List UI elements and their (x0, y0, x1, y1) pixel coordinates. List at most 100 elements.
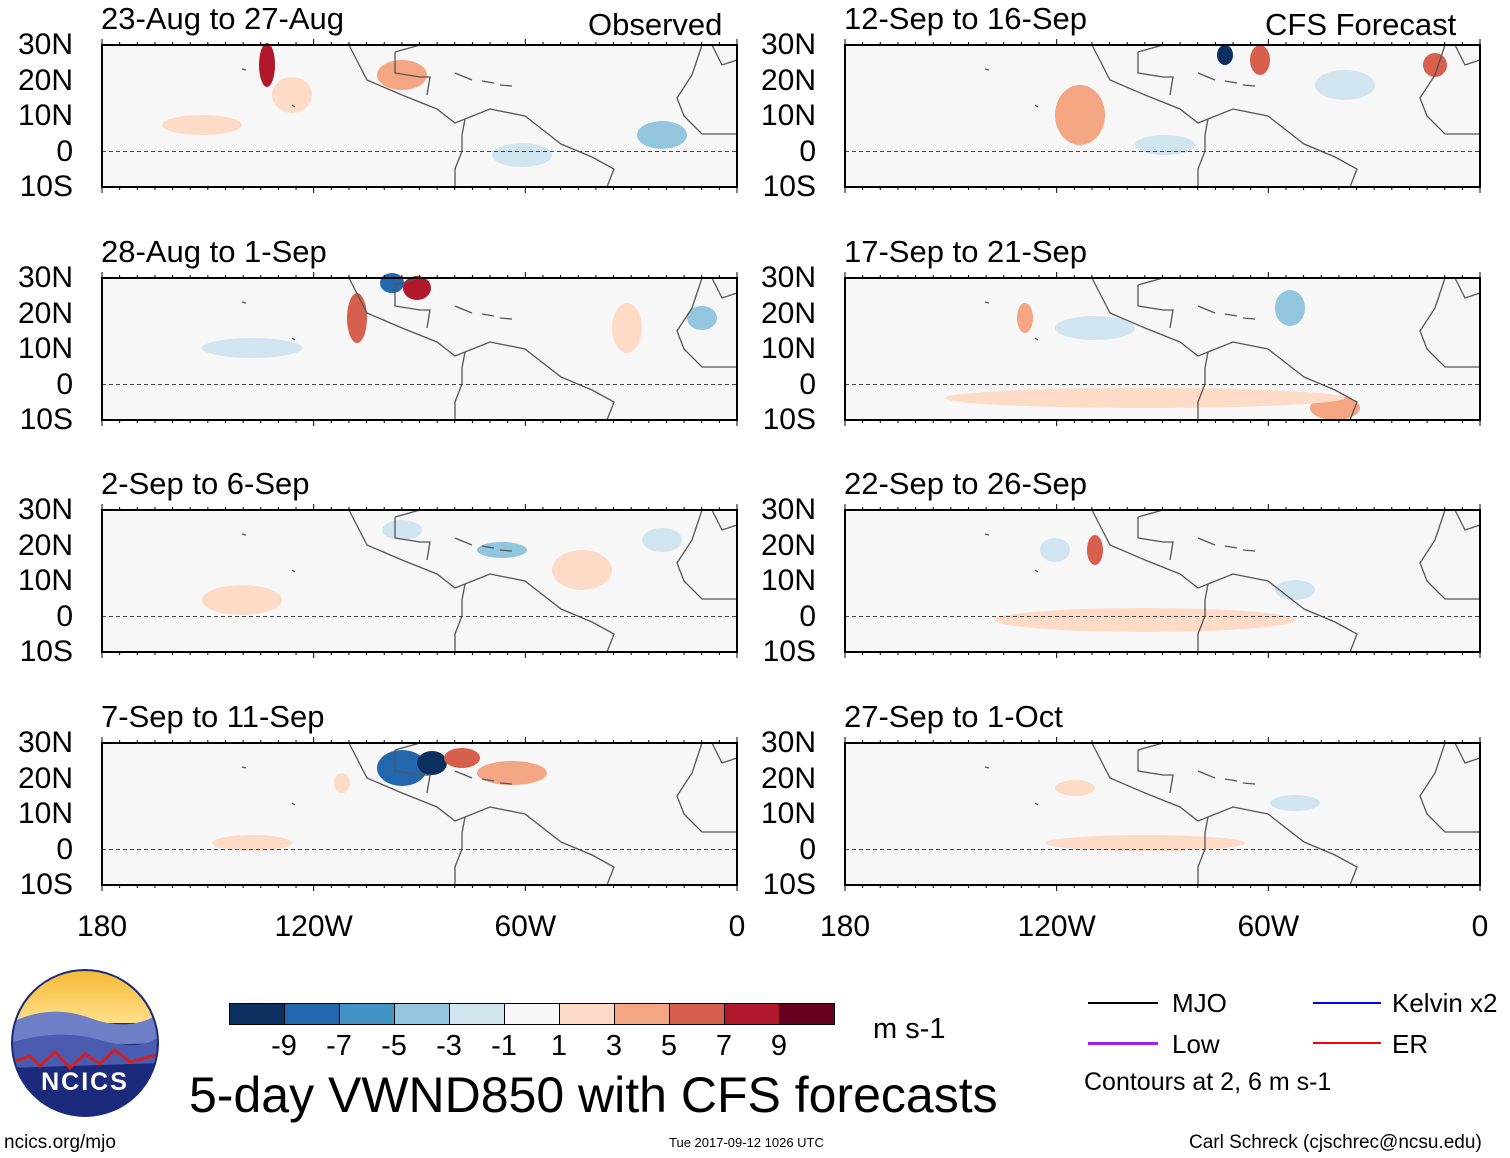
legend-label-er: ER (1392, 1029, 1429, 1059)
lat-tick-label: 0 (799, 134, 816, 168)
map-panel (844, 504, 1481, 658)
colorbar-label: 3 (605, 1030, 623, 1062)
anomaly-shade (1315, 70, 1375, 100)
lon-tick-label: 120W (274, 910, 353, 943)
lat-tick-label: 10N (17, 564, 73, 597)
forecast-header: CFS Forecast (1265, 7, 1457, 42)
colorbar-swatch (779, 1003, 835, 1025)
lat-tick-label: 10N (760, 797, 816, 830)
anomaly-shade (272, 77, 312, 113)
anomaly-shade (1055, 780, 1095, 796)
lon-tick-label: 60W (494, 910, 557, 943)
colorbar-swatch (724, 1003, 780, 1025)
anomaly-shade (202, 338, 302, 358)
colorbar-swatch (229, 1003, 285, 1025)
lat-tick-label: 30N (17, 261, 73, 294)
footer-credit: Carl Schreck (cjschrec@ncsu.edu) (1189, 1132, 1482, 1153)
lat-tick-label: 10S (19, 403, 73, 436)
lat-tick-label: 10S (762, 868, 816, 901)
anomaly-shade (1275, 580, 1315, 600)
lat-tick-label: 30N (760, 493, 816, 526)
map-panel (101, 39, 738, 193)
lat-tick-label: 10S (19, 868, 73, 901)
lat-tick-label: 10S (762, 635, 816, 668)
anomaly-shade (1045, 835, 1245, 851)
anomaly-shade (1055, 85, 1105, 145)
footer-url[interactable]: ncics.org/mjo (4, 1132, 116, 1153)
colorbar-label: 9 (770, 1030, 788, 1062)
lat-tick-label: 30N (17, 493, 73, 526)
anomaly-shade (1055, 316, 1135, 340)
lat-tick-label: 10N (17, 99, 73, 132)
panel-title: 2-Sep to 6-Sep (101, 466, 310, 501)
anomaly-shade (612, 303, 642, 353)
lat-tick-label: 0 (799, 832, 816, 866)
anomaly-shade (1087, 535, 1103, 565)
anomaly-shade (687, 306, 717, 330)
coastline (984, 742, 1481, 886)
lat-tick-label: 0 (56, 367, 73, 401)
colorbar-swatch (284, 1003, 340, 1025)
colorbar-swatch (614, 1003, 670, 1025)
legend-label-kelvin: Kelvin x2 (1392, 988, 1498, 1018)
lon-tick-label: 0 (1471, 910, 1489, 943)
colorbar-label: -7 (326, 1030, 352, 1062)
colorbar-label: 7 (715, 1030, 733, 1062)
lat-tick-label: 0 (56, 832, 73, 866)
colorbar-swatch (504, 1003, 560, 1025)
lat-tick-label: 0 (799, 367, 816, 401)
anomaly-shade (995, 608, 1295, 632)
coastline (241, 742, 738, 886)
lat-tick-label: 10S (762, 403, 816, 436)
map-panel (844, 39, 1481, 193)
anomaly-shade (1270, 795, 1320, 811)
lat-tick-label: 20N (17, 528, 73, 562)
colorbar-swatch (339, 1003, 395, 1025)
lat-tick-label: 0 (56, 134, 73, 168)
panel-title: 23-Aug to 27-Aug (101, 1, 345, 36)
panel-title: 7-Sep to 11-Sep (101, 699, 325, 734)
coastline (241, 277, 738, 421)
anomaly-shade (1275, 290, 1305, 326)
lat-tick-label: 30N (760, 261, 816, 294)
anomaly-shade (347, 293, 367, 343)
lat-tick-label: 10N (760, 332, 816, 365)
lon-tick-label: 0 (728, 910, 746, 943)
colorbar-swatch (669, 1003, 725, 1025)
lat-tick-label: 30N (760, 28, 816, 61)
anomaly-shade (403, 276, 431, 300)
lat-tick-label: 20N (760, 528, 816, 562)
lat-tick-label: 30N (17, 28, 73, 61)
colorbar-label: -3 (436, 1030, 462, 1062)
colorbar-units: m s-1 (873, 1013, 946, 1045)
map-panel (101, 737, 738, 891)
coastline (241, 509, 738, 653)
anomaly-shade (377, 750, 427, 786)
anomaly-shade (477, 761, 547, 785)
ncics-logo: NCICS (10, 968, 160, 1118)
anomaly-shade (259, 43, 275, 87)
anomaly-shade (1040, 538, 1070, 562)
legend-label-mjo: MJO (1172, 988, 1227, 1018)
colorbar-label: -1 (491, 1030, 517, 1062)
anomaly-shade (444, 748, 480, 768)
coastline (241, 44, 738, 188)
anomaly-shade (1217, 45, 1233, 65)
lat-tick-label: 10N (760, 564, 816, 597)
lon-tick-label: 60W (1237, 910, 1300, 943)
lat-tick-label: 20N (760, 296, 816, 330)
lat-tick-label: 20N (760, 761, 816, 795)
colorbar-swatch (394, 1003, 450, 1025)
anomaly-shade (162, 115, 242, 135)
coastline (984, 44, 1481, 188)
lat-tick-label: 10S (19, 170, 73, 203)
colorbar-swatch (559, 1003, 615, 1025)
colorbar-swatch (449, 1003, 505, 1025)
contour-note: Contours at 2, 6 m s-1 (1084, 1068, 1332, 1096)
colorbar-label: -9 (271, 1030, 297, 1062)
legend-line-low (1088, 1042, 1158, 1045)
colorbar-label: 5 (660, 1030, 678, 1062)
anomaly-shade (642, 528, 682, 552)
footer-timestamp: Tue 2017-09-12 1026 UTC (669, 1135, 824, 1150)
lon-tick-label: 120W (1017, 910, 1096, 943)
